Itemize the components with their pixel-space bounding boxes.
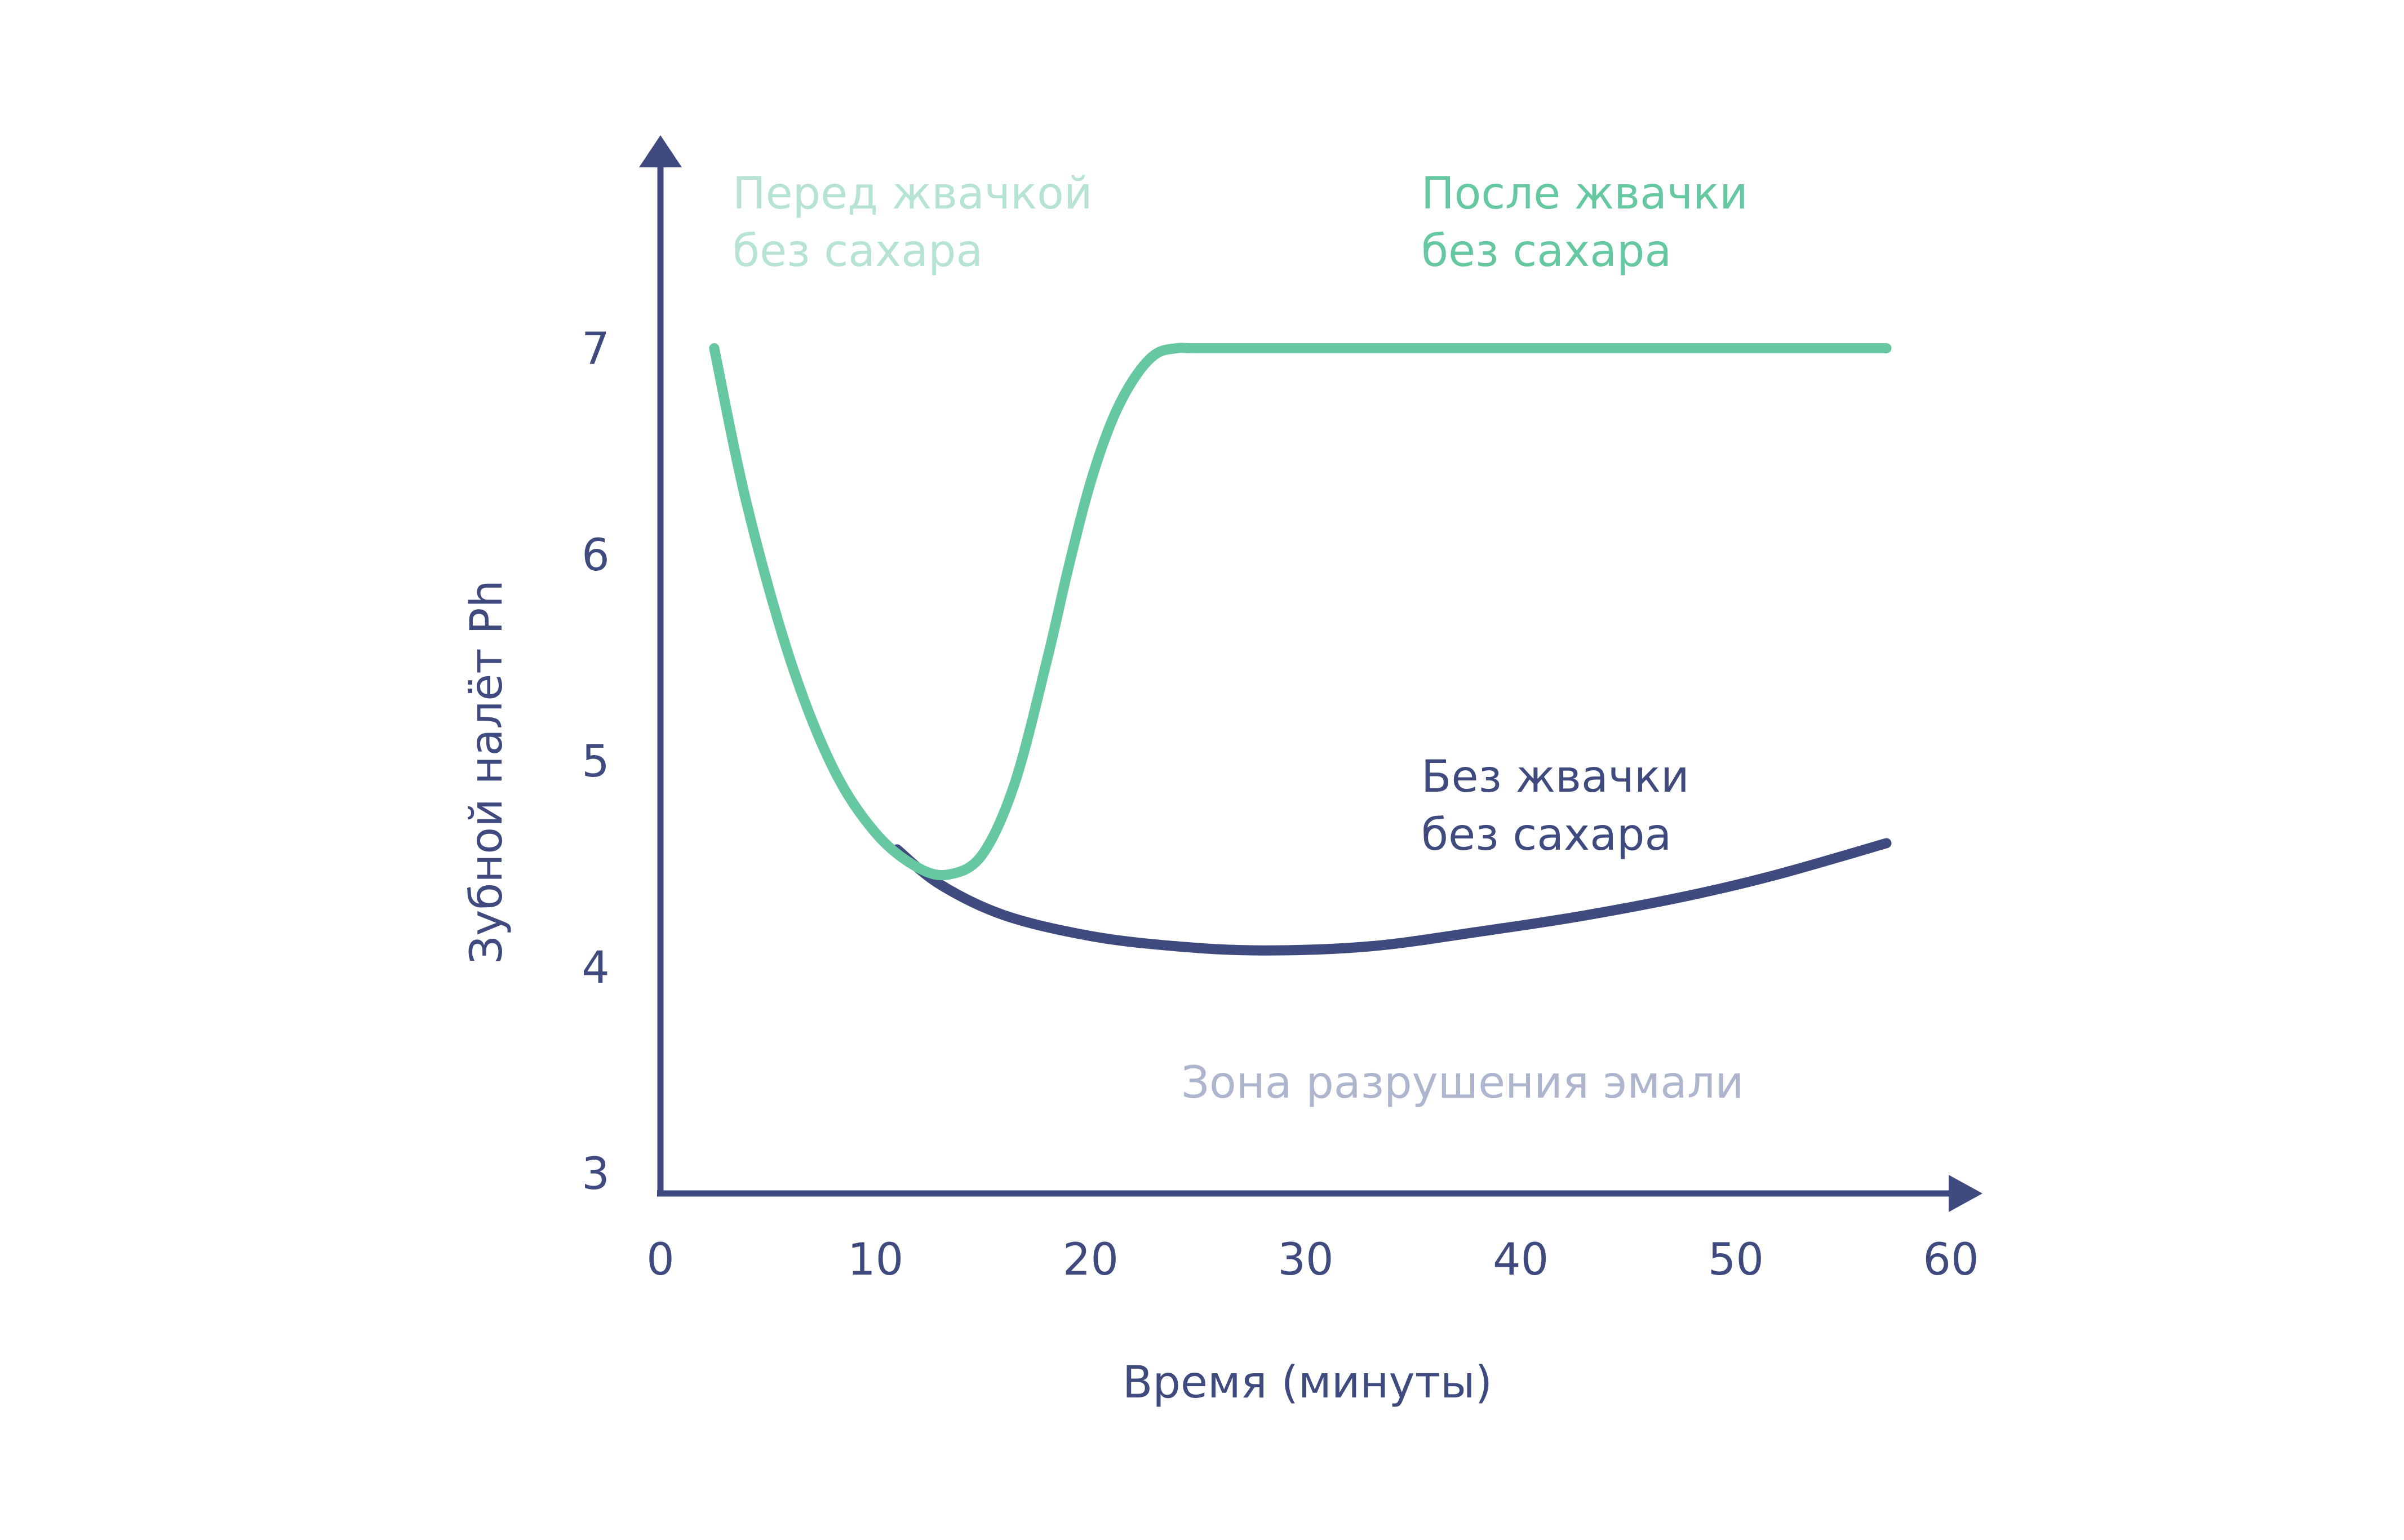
annotation-after-gum-line2: без сахара — [1421, 226, 1671, 277]
annotation-no-gum-line1: Без жвачки — [1421, 752, 1689, 802]
y-tick-label: 6 — [582, 530, 610, 581]
y-tick-labels: 3 4 5 6 7 — [582, 324, 610, 1200]
y-axis-title: Зубной налёт Ph — [462, 580, 512, 964]
x-tick-label: 0 — [646, 1235, 675, 1285]
x-tick-labels: 0 10 20 30 40 50 60 — [646, 1235, 1979, 1285]
annotation-before-gum-line2: без сахара — [733, 226, 983, 277]
annotation-after-gum-line1: После жвачки — [1421, 168, 1748, 219]
x-tick-label: 30 — [1278, 1235, 1333, 1285]
y-axis-arrow-icon — [639, 135, 682, 167]
x-tick-label: 50 — [1708, 1235, 1764, 1285]
annotation-no-gum-line2: без сахара — [1421, 810, 1671, 860]
y-tick-label: 7 — [582, 324, 610, 375]
y-tick-label: 3 — [582, 1149, 610, 1200]
series-line-after-gum — [709, 343, 1892, 881]
x-tick-label: 40 — [1493, 1235, 1549, 1285]
y-tick-label: 4 — [582, 943, 610, 993]
x-axis-arrow-icon — [1949, 1175, 1982, 1212]
x-tick-label: 20 — [1063, 1235, 1119, 1285]
y-tick-label: 5 — [582, 736, 610, 787]
x-axis-title: Время (минуты) — [1123, 1357, 1492, 1408]
series-line-no-gum — [891, 838, 1892, 956]
x-tick-label: 60 — [1923, 1235, 1979, 1285]
annotation-before-gum-line1: Перед жвачкой — [733, 168, 1093, 219]
annotation-enamel-zone: Зона разрушения эмали — [1181, 1058, 1744, 1108]
x-tick-label: 10 — [848, 1235, 903, 1285]
